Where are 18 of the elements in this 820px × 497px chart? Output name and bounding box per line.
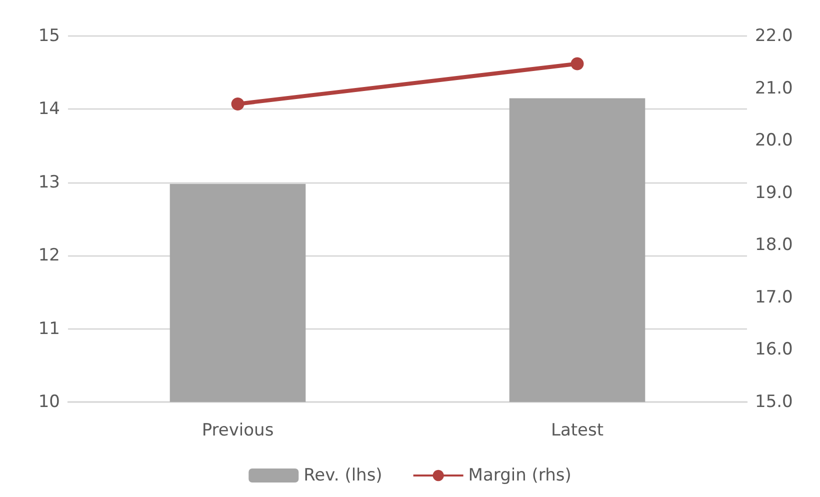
y-tick-label: 13 <box>38 172 60 192</box>
y2-tick-label: 20.0 <box>755 130 793 151</box>
x-tick-label: Previous <box>202 420 274 440</box>
y-tick-label: 14 <box>38 99 60 120</box>
legend-label: Margin (rhs) <box>468 466 572 486</box>
legend-label: Rev. (lhs) <box>304 466 382 486</box>
y2-tick-label: 17.0 <box>755 287 793 308</box>
y2-tick-label: 15.0 <box>755 392 793 412</box>
y-tick-label: 11 <box>38 318 60 339</box>
y-tick-label: 15 <box>38 26 60 46</box>
y2-tick-label: 22.0 <box>755 26 793 46</box>
y2-tick-label: 21.0 <box>755 78 793 98</box>
x-tick-label: Latest <box>550 420 604 440</box>
y-tick-label: 10 <box>38 392 60 412</box>
y2-tick-label: 19.0 <box>755 182 793 203</box>
y-tick-label: 12 <box>38 246 60 266</box>
y2-tick-label: 18.0 <box>755 235 793 256</box>
y2-tick-label: 16.0 <box>755 340 793 360</box>
